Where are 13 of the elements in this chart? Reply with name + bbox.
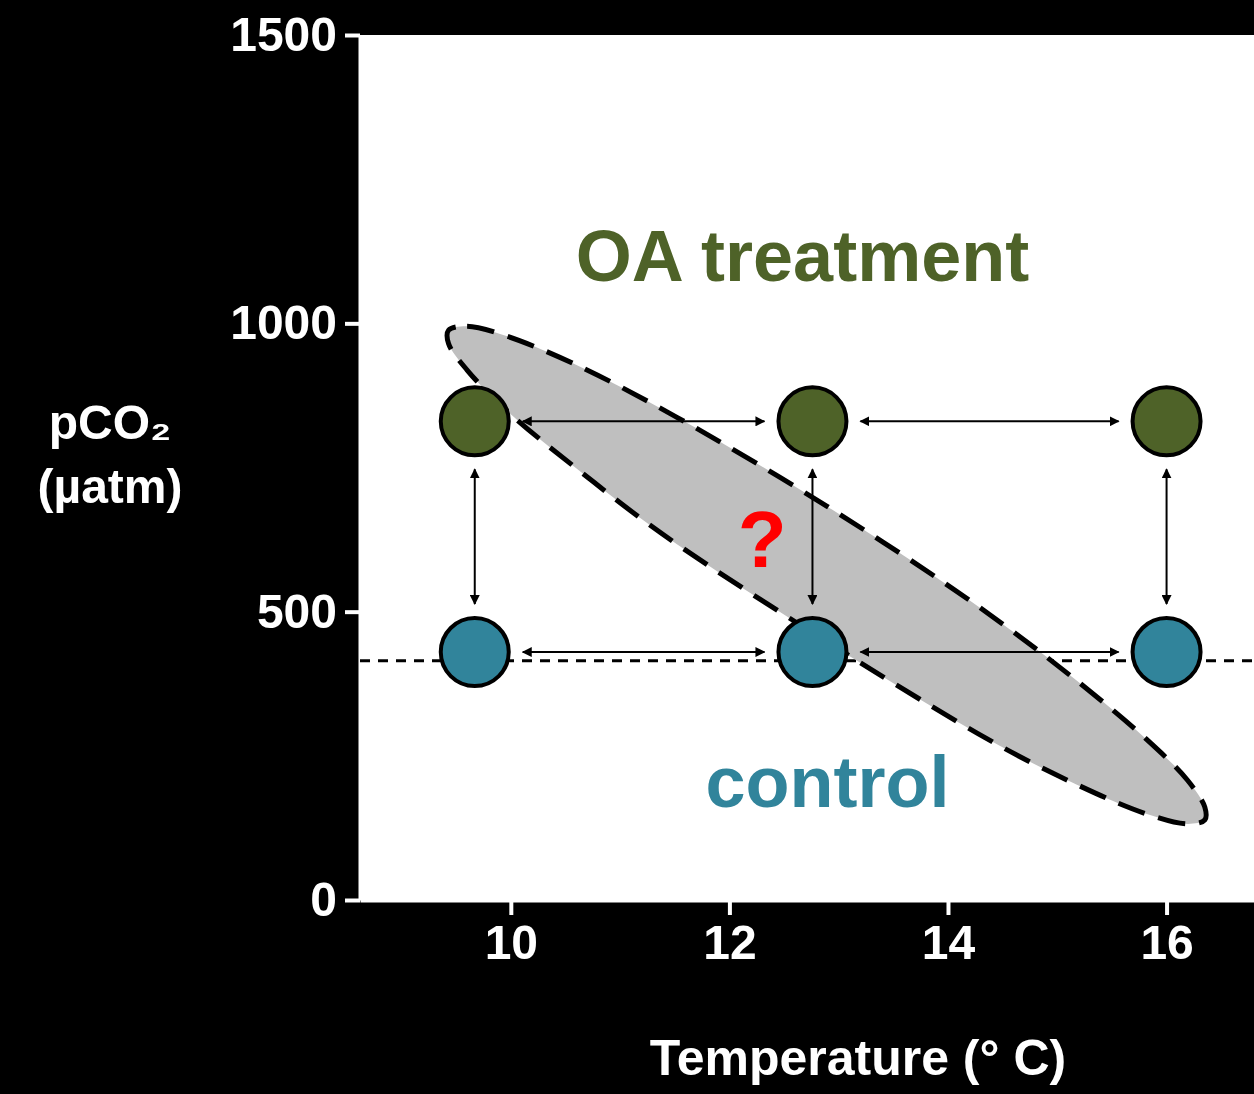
x-tick-label: 14 [921,916,976,970]
y-tick-label: 1000 [230,296,337,350]
y-axis-title: pCO₂ (µatm) [37,395,183,513]
y-tick-label: 1500 [230,7,337,61]
annotation: ? [737,494,787,584]
y-tick-label: 0 [310,872,337,926]
x-tick-label: 12 [703,916,757,970]
x-tick-label: 16 [1140,916,1194,970]
y-tick-label: 500 [256,584,337,638]
x-tick-label: 10 [484,916,539,970]
series-label: OA treatment [575,216,1030,297]
x-axis-title: Temperature (° C) [649,1030,1067,1086]
series-label: control [705,742,950,823]
